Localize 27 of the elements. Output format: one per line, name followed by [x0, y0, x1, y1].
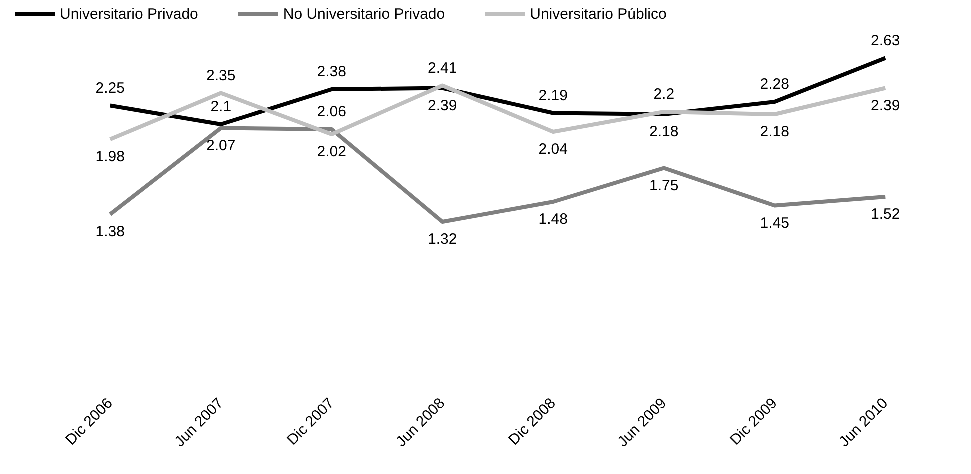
data-label: 2.25	[96, 80, 125, 97]
data-label: 2.04	[538, 141, 568, 158]
data-label: 1.75	[650, 177, 679, 194]
data-label: 2.63	[871, 32, 900, 50]
data-label: 2.18	[760, 124, 790, 140]
data-label: 2.07	[206, 137, 236, 154]
data-label: 2.41	[428, 60, 458, 77]
data-label: 2.18	[650, 124, 679, 140]
data-label: 2.38	[317, 64, 346, 80]
data-label: 2.2	[654, 86, 675, 103]
legend-label: Universitario Privado	[60, 6, 198, 23]
data-label: 2.06	[317, 104, 346, 120]
data-label: 2.39	[428, 97, 458, 114]
data-label: 2.28	[760, 76, 790, 93]
legend-label: Universitario Público	[530, 6, 667, 23]
data-label: 1.38	[96, 224, 125, 240]
data-label: 1.52	[871, 206, 900, 223]
data-label: 1.98	[96, 148, 125, 166]
data-label: 2.02	[317, 144, 346, 160]
data-label: 2.39	[871, 97, 900, 114]
data-label: 2.35	[206, 67, 236, 84]
data-label: 1.45	[760, 214, 790, 232]
data-label: 1.32	[428, 231, 458, 248]
data-label: 2.1	[210, 98, 232, 116]
data-label: 1.48	[538, 211, 568, 228]
data-label: 2.19	[538, 87, 568, 104]
legend-label: No Universitario Privado	[283, 6, 446, 23]
